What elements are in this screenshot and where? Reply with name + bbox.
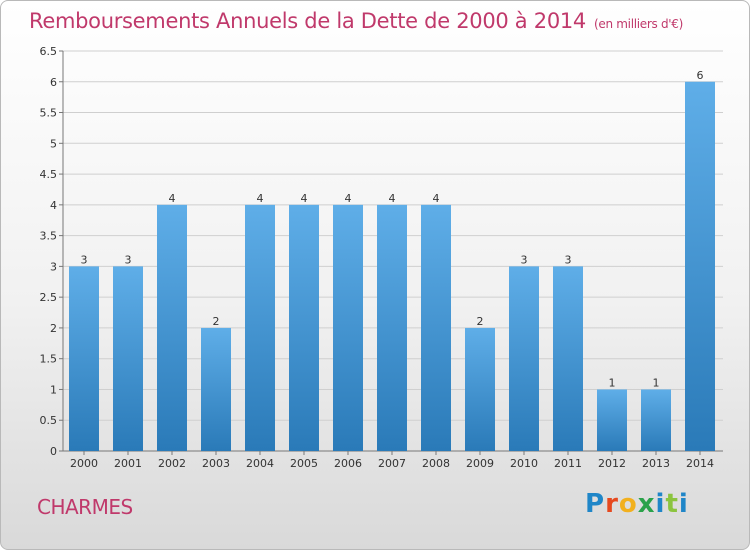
proxiti-logo[interactable]: Proxiti (585, 489, 689, 519)
data-label-2009: 2 (477, 315, 484, 328)
bar-2010 (509, 266, 539, 451)
bar-2005 (289, 204, 319, 451)
y-tick-label: 3 (50, 260, 57, 273)
logo-letter: r (605, 489, 619, 519)
data-label-2012: 1 (609, 376, 616, 389)
data-label-2008: 4 (433, 192, 440, 205)
x-tick-label-2007: 2007 (378, 457, 406, 470)
data-label-2000: 3 (81, 253, 88, 266)
y-tick-label: 3.5 (40, 230, 58, 243)
x-tick-label-2004: 2004 (246, 457, 274, 470)
bar-2004 (245, 204, 275, 451)
data-label-2013: 1 (653, 376, 660, 389)
x-tick-label-2000: 2000 (70, 457, 98, 470)
data-label-2011: 3 (565, 253, 572, 266)
x-tick-label-2005: 2005 (290, 457, 318, 470)
bar-2007 (377, 204, 407, 451)
logo-letter: t (665, 489, 679, 519)
x-tick-label-2013: 2013 (642, 457, 670, 470)
x-tick-label-2002: 2002 (158, 457, 186, 470)
logo-letter: o (618, 489, 638, 519)
chart-title: Remboursements Annuels de la Dette de 20… (29, 9, 683, 33)
data-label-2004: 4 (257, 192, 264, 205)
y-tick-label: 0.5 (40, 414, 58, 427)
y-tick-label: 0 (50, 445, 57, 458)
x-tick-label-2008: 2008 (422, 457, 450, 470)
bar-2001 (113, 266, 143, 451)
logo-letter: P (585, 489, 606, 519)
bar-2008 (421, 204, 451, 451)
x-tick-label-2010: 2010 (510, 457, 538, 470)
bar-2009 (465, 327, 495, 451)
data-label-2005: 4 (301, 192, 308, 205)
bar-2013 (641, 389, 671, 451)
x-tick-labels: 2000 2001 2002 2003 2004 2005 2006 2007 2008 2009… (70, 451, 714, 470)
bar-2014 (685, 81, 715, 452)
bars (69, 81, 715, 452)
y-tick-labels: 0 0.5 1 1.5 2 2.5 3 3.5 4 4.5 5 5.5 6 6.5 (40, 45, 58, 458)
y-tick-label: 5 (50, 137, 57, 150)
data-label-2001: 3 (125, 253, 132, 266)
bar-2003 (201, 327, 231, 451)
y-tick-label: 5.5 (40, 107, 58, 120)
logo-letter: i (655, 489, 666, 519)
y-tick-label: 1 (50, 383, 57, 396)
y-tick-label: 6 (50, 76, 57, 89)
bar-2011 (553, 266, 583, 451)
x-tick-label-2003: 2003 (202, 457, 230, 470)
chart-subtitle: (en milliers d'€) (594, 17, 684, 31)
bar-2000 (69, 266, 99, 451)
x-tick-label-2014: 2014 (686, 457, 714, 470)
bar-2012 (597, 389, 627, 451)
data-label-2014: 6 (697, 69, 704, 82)
data-labels: 3 3 4 2 4 4 4 4 4 2 3 3 1 1 6 (81, 69, 704, 390)
y-tick-label: 4 (50, 199, 57, 212)
commune-name: CHARMES (37, 495, 133, 519)
logo-letter: i (678, 489, 689, 519)
logo-letter: x (637, 489, 656, 519)
data-label-2002: 4 (169, 192, 176, 205)
y-tick-label: 1.5 (40, 353, 58, 366)
data-label-2006: 4 (345, 192, 352, 205)
data-label-2007: 4 (389, 192, 396, 205)
y-tick-label: 4.5 (40, 168, 58, 181)
bar-2002 (157, 204, 187, 451)
y-tick-label: 2 (50, 322, 57, 335)
y-tick-label: 6.5 (40, 45, 58, 58)
y-tick-label: 2.5 (40, 291, 58, 304)
data-label-2010: 3 (521, 253, 528, 266)
x-tick-label-2009: 2009 (466, 457, 494, 470)
x-tick-label-2012: 2012 (598, 457, 626, 470)
x-tick-label-2011: 2011 (554, 457, 582, 470)
x-tick-label-2006: 2006 (334, 457, 362, 470)
x-tick-label-2001: 2001 (114, 457, 142, 470)
chart-title-text: Remboursements Annuels de la Dette de 20… (29, 9, 586, 33)
bar-2006 (333, 204, 363, 451)
data-label-2003: 2 (213, 315, 220, 328)
